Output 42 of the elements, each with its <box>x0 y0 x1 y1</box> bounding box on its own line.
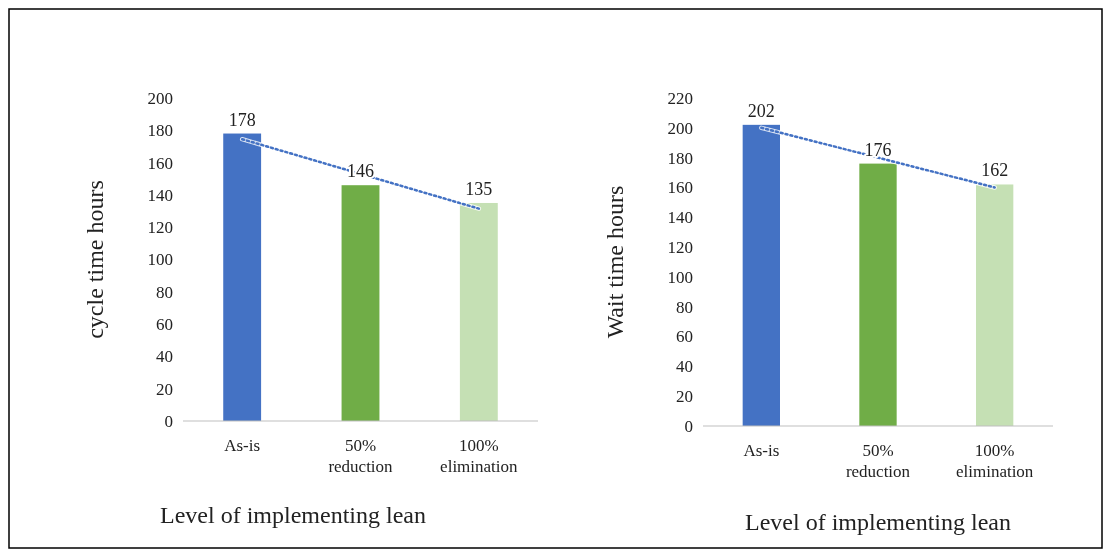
data-label: 202 <box>747 100 775 121</box>
data-label: 135 <box>465 178 493 199</box>
bar <box>976 184 1014 426</box>
y-axis-title: Wait time hours <box>602 185 628 339</box>
y-tick-label: 180 <box>667 148 693 168</box>
y-tick-label: 200 <box>667 118 693 138</box>
y-tick-label: 100 <box>147 250 173 270</box>
data-label: 176 <box>864 139 892 160</box>
x-tick-label: 50% reduction <box>328 436 394 476</box>
y-tick-label: 40 <box>676 357 693 377</box>
y-tick-label: 180 <box>147 121 173 141</box>
y-tick-label: 120 <box>147 218 173 238</box>
y-tick-label: 120 <box>667 238 693 258</box>
bar <box>459 202 498 421</box>
y-tick-label: 0 <box>164 411 173 431</box>
x-axis-title: Level of implementing lean <box>745 509 1011 535</box>
y-tick-label: 160 <box>147 153 173 173</box>
y-tick-label: 0 <box>684 416 693 436</box>
y-tick-label: 100 <box>667 267 693 287</box>
x-tick-label: 100% elimination <box>440 436 519 476</box>
y-tick-label: 200 <box>147 88 173 108</box>
y-tick-label: 60 <box>156 315 173 335</box>
x-tick-label: 100% elimination <box>955 441 1034 481</box>
y-tick-label: 20 <box>156 379 173 399</box>
y-axis-title: cycle time hours <box>82 180 108 339</box>
y-tick-label: 40 <box>156 347 173 367</box>
x-axis-title: Level of implementing lean <box>160 502 426 528</box>
x-tick-label: As-is <box>743 441 780 460</box>
bar <box>859 163 897 426</box>
data-label: 178 <box>228 109 256 130</box>
bar <box>341 185 380 421</box>
y-tick-label: 140 <box>667 208 693 228</box>
y-tick-label: 140 <box>147 185 173 205</box>
y-tick-label: 20 <box>676 387 693 407</box>
data-label: 162 <box>981 160 1009 181</box>
x-tick-label: 50% reduction <box>845 441 911 481</box>
y-tick-label: 220 <box>667 88 693 108</box>
y-tick-label: 80 <box>676 297 693 317</box>
y-tick-label: 60 <box>676 327 693 347</box>
y-tick-label: 160 <box>667 178 693 198</box>
x-tick-label: As-is <box>224 436 261 455</box>
y-tick-label: 80 <box>156 282 173 302</box>
